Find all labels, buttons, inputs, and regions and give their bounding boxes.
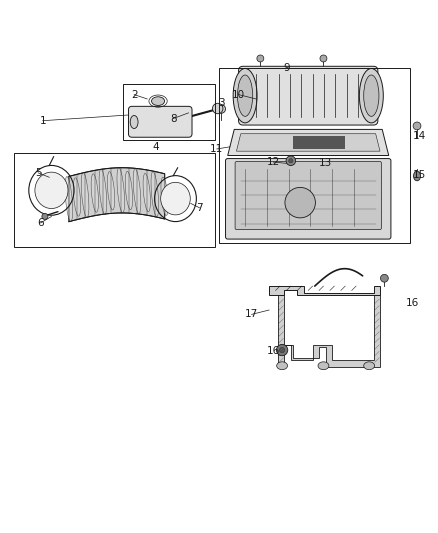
Text: 7: 7: [196, 203, 203, 213]
Ellipse shape: [81, 173, 89, 217]
Text: 8: 8: [170, 114, 177, 124]
Circle shape: [381, 274, 389, 282]
Ellipse shape: [91, 174, 99, 212]
Text: 2: 2: [131, 90, 138, 100]
FancyBboxPatch shape: [226, 158, 391, 239]
Circle shape: [289, 158, 293, 163]
Polygon shape: [269, 286, 380, 295]
Text: 9: 9: [283, 63, 290, 74]
Text: 17: 17: [245, 309, 258, 319]
Text: 14: 14: [413, 131, 426, 141]
Ellipse shape: [233, 68, 257, 123]
Ellipse shape: [237, 75, 253, 116]
Ellipse shape: [413, 171, 420, 181]
Polygon shape: [237, 134, 380, 151]
Text: 10: 10: [232, 90, 245, 100]
Bar: [123, 84, 215, 140]
Text: 4: 4: [152, 142, 159, 152]
Circle shape: [217, 104, 226, 114]
Text: 5: 5: [35, 168, 42, 178]
Text: 3: 3: [218, 98, 225, 108]
Polygon shape: [69, 168, 165, 222]
Bar: [219, 68, 410, 243]
Circle shape: [413, 122, 421, 130]
Text: 15: 15: [413, 170, 426, 180]
Ellipse shape: [364, 362, 374, 370]
Ellipse shape: [130, 116, 138, 128]
Ellipse shape: [285, 188, 315, 218]
Ellipse shape: [152, 97, 165, 106]
Ellipse shape: [161, 177, 168, 215]
Polygon shape: [228, 130, 389, 156]
Ellipse shape: [125, 171, 133, 209]
Circle shape: [212, 103, 223, 114]
Ellipse shape: [65, 176, 73, 222]
Text: 11: 11: [210, 144, 223, 154]
FancyBboxPatch shape: [239, 66, 378, 125]
FancyBboxPatch shape: [235, 161, 381, 230]
Text: 16: 16: [406, 298, 419, 309]
Ellipse shape: [143, 173, 150, 212]
Circle shape: [276, 344, 288, 356]
Polygon shape: [278, 295, 380, 367]
Text: 12: 12: [267, 157, 280, 167]
Ellipse shape: [277, 362, 288, 370]
FancyBboxPatch shape: [128, 107, 192, 137]
Ellipse shape: [133, 168, 141, 214]
Ellipse shape: [35, 172, 68, 208]
Ellipse shape: [318, 362, 329, 370]
Ellipse shape: [99, 169, 107, 214]
Text: 16: 16: [267, 346, 280, 357]
Circle shape: [257, 55, 264, 62]
Ellipse shape: [161, 182, 190, 215]
Text: 13: 13: [319, 158, 332, 168]
Ellipse shape: [151, 172, 159, 216]
Circle shape: [279, 348, 285, 353]
Ellipse shape: [364, 75, 379, 116]
Text: 6: 6: [37, 218, 44, 228]
Circle shape: [320, 55, 327, 62]
Ellipse shape: [73, 178, 81, 216]
Circle shape: [42, 213, 48, 220]
Bar: [14, 154, 215, 247]
Ellipse shape: [117, 168, 124, 213]
Ellipse shape: [359, 68, 383, 123]
Text: 1: 1: [39, 116, 46, 126]
Bar: [293, 136, 345, 149]
Circle shape: [286, 156, 296, 166]
Ellipse shape: [107, 172, 115, 210]
